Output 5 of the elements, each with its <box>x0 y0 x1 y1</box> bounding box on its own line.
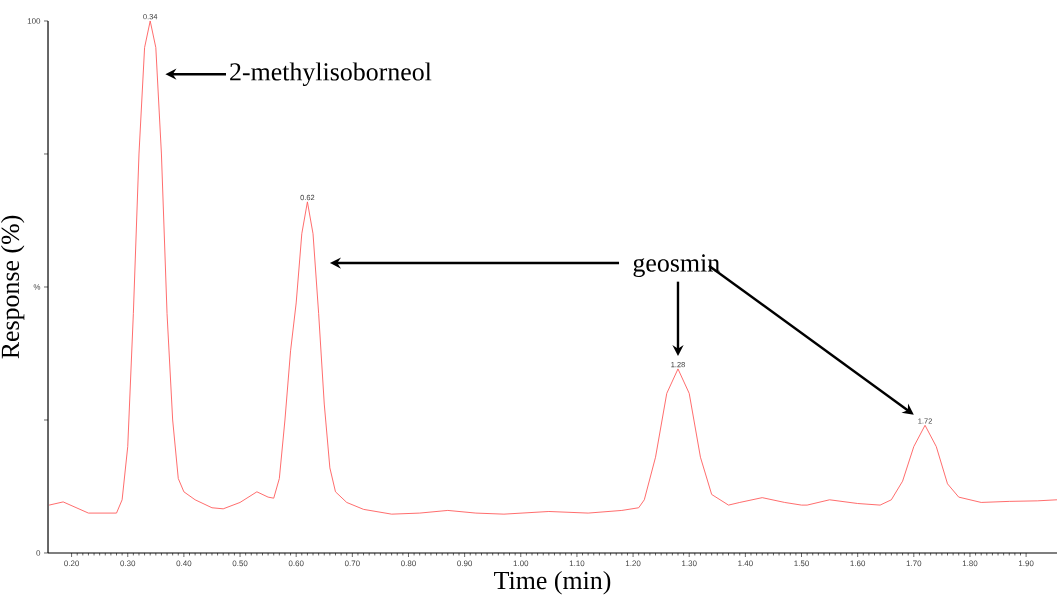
annotation: geosmin <box>633 254 720 278</box>
y-axis-title: Response (%) <box>0 215 25 359</box>
x-axis-title: Time (min) <box>494 570 611 595</box>
annotation: 2-methylisoborneol <box>230 62 432 86</box>
line-series <box>48 20 1057 515</box>
